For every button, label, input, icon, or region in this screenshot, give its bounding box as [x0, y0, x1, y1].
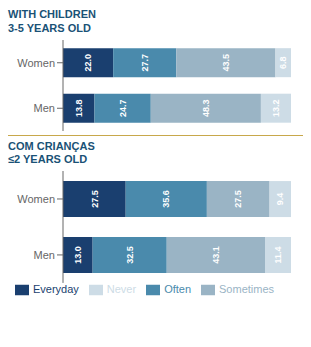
svg-text:27.7: 27.7	[140, 53, 150, 71]
html-text:Sometimes: Sometimes	[219, 282, 275, 295]
svg-text:48.3: 48.3	[201, 99, 211, 117]
svg-text:13.2: 13.2	[271, 99, 281, 117]
html-text:Never: Never	[106, 282, 137, 295]
svg-text:Men: Men	[34, 249, 55, 261]
svg-text:22.0: 22.0	[83, 53, 93, 71]
svg-text:11.4: 11.4	[273, 247, 283, 264]
html-text:COM CRIANÇAS ≤2 YEARS OLD: COM CRIANÇAS ≤2 YEARS OLD	[8, 139, 95, 166]
svg-text:27.5: 27.5	[233, 190, 243, 208]
svg-text:Women: Women	[17, 193, 55, 205]
svg-text:24.7: 24.7	[118, 99, 128, 117]
svg-text:Women: Women	[17, 56, 55, 68]
html-text:Everyday: Everyday	[32, 282, 79, 295]
svg-text:9.4: 9.4	[275, 193, 285, 206]
svg-text:27.5: 27.5	[90, 190, 100, 208]
svg-text:Men: Men	[34, 102, 55, 114]
svg-text:43.5: 43.5	[221, 53, 231, 71]
svg-text:13.0: 13.0	[73, 246, 83, 264]
svg-text:35.6: 35.6	[161, 190, 171, 208]
svg-text:13.8: 13.8	[74, 99, 84, 117]
svg-text:6.8: 6.8	[278, 56, 288, 69]
html-text:Often: Often	[164, 282, 191, 295]
svg-text:43.1: 43.1	[211, 246, 221, 264]
svg-text:32.5: 32.5	[125, 246, 135, 264]
html-text:WITH CHILDREN 3-5 YEARS OLD: WITH CHILDREN 3-5 YEARS OLD	[8, 8, 96, 34]
